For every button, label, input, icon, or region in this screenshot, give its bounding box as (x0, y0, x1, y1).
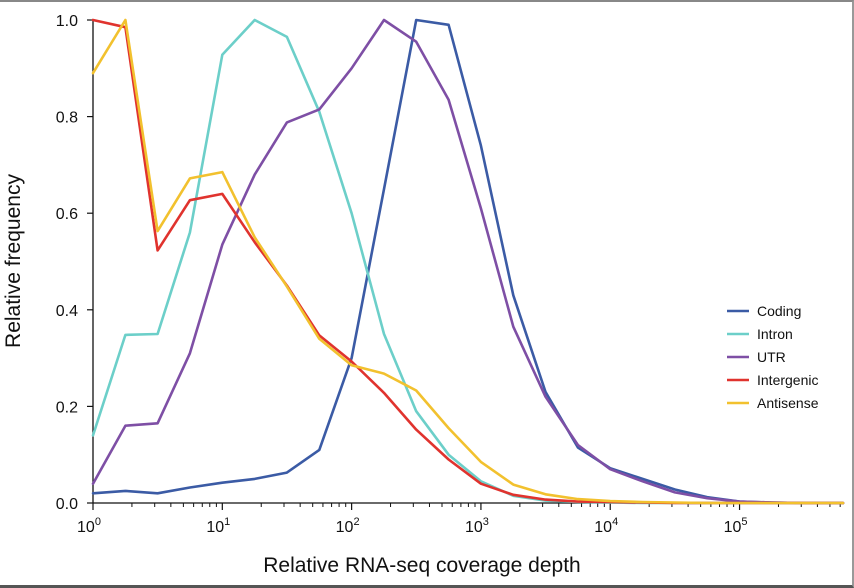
x-tick-label: 104 (594, 516, 618, 536)
x-tick-label: 101 (206, 516, 230, 536)
x-tick-label: 100 (77, 516, 101, 536)
y-axis-title: Relative frequency (2, 174, 25, 348)
series-line-utr (91, 18, 845, 505)
y-tick-label: 0.8 (56, 110, 78, 127)
legend-label-intergenic: Intergenic (757, 372, 818, 388)
x-tick-label: 102 (336, 516, 360, 536)
y-tick-label: 0.6 (56, 206, 78, 223)
series-line-antisense (91, 18, 845, 505)
plot-area (91, 18, 845, 505)
y-tick-label: 0.0 (56, 496, 78, 513)
axes: 0.0 0.2 0.4 0.6 0.8 1.0 100 101 102 103 104 105 (56, 13, 843, 536)
x-tick-label: 103 (465, 516, 489, 536)
y-tick-label: 1.0 (56, 13, 78, 30)
legend-label-intron: Intron (757, 326, 793, 342)
x-axis-title: Relative RNA-seq coverage depth (263, 554, 581, 577)
legend-label-coding: Coding (757, 303, 801, 319)
legend-label-antisense: Antisense (757, 395, 819, 411)
x-tick-label: 105 (724, 516, 748, 536)
legend: Coding Intron UTR Intergenic Antisense (727, 303, 819, 411)
series-line-coding (91, 18, 845, 505)
legend-label-utr: UTR (757, 349, 786, 365)
y-tick-label: 0.2 (56, 399, 78, 416)
y-tick-label: 0.4 (56, 303, 78, 320)
